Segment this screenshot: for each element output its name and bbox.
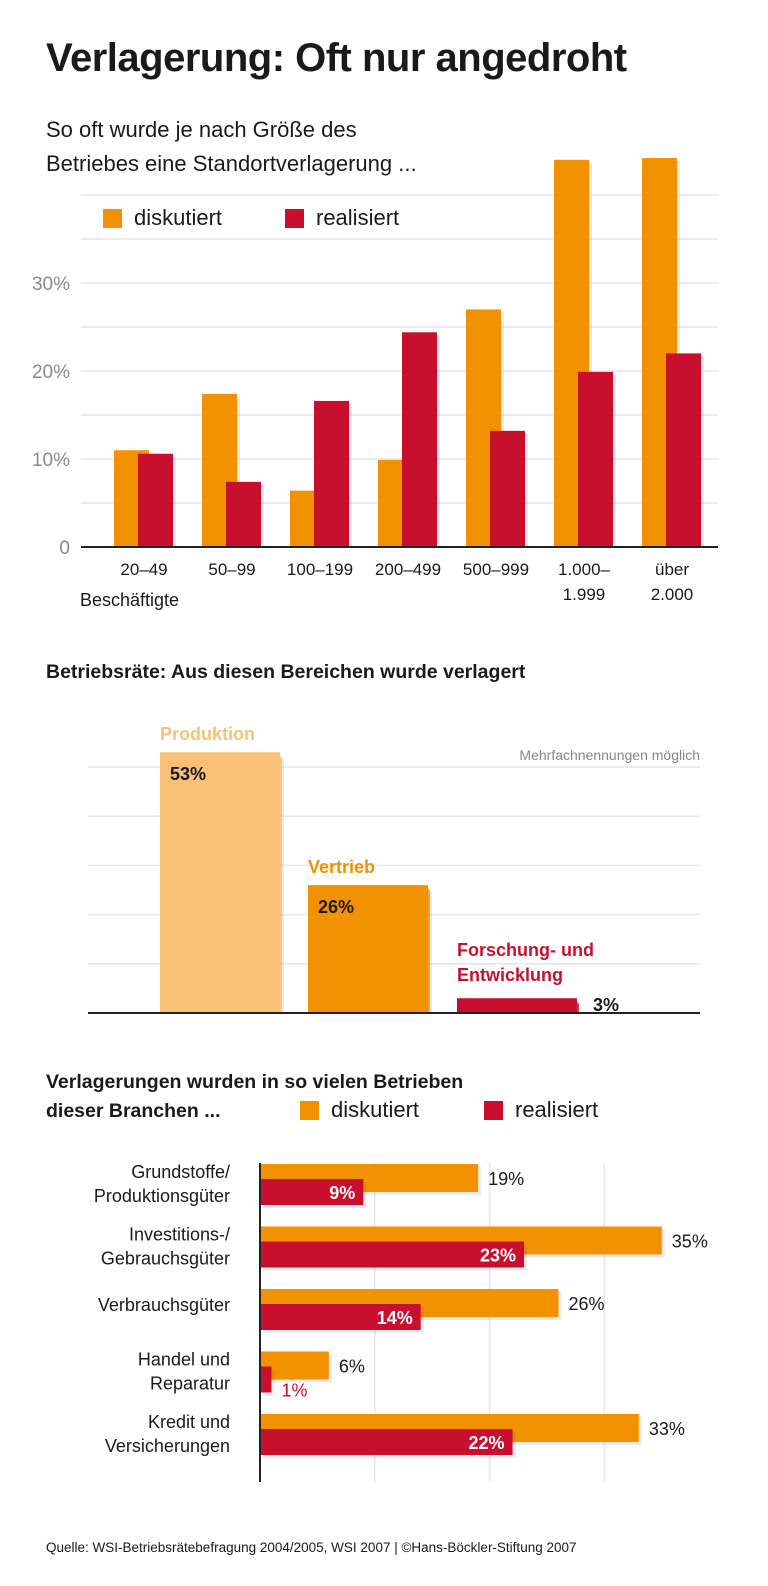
legend-swatch-diskutiert [103, 208, 122, 228]
y-tick-label: 10% [32, 450, 70, 471]
category-label: Handel und [138, 1350, 230, 1370]
bar-realisiert [138, 453, 173, 547]
category-label: Investitions-/ [129, 1225, 230, 1245]
bar [457, 998, 577, 1013]
x-tick-label: 50–99 [208, 560, 255, 579]
bar [308, 885, 428, 1013]
value-label-realisiert: 23% [480, 1246, 516, 1266]
chart-note: Mehrfachnennungen möglich [519, 747, 700, 763]
source-footer: Quelle: WSI-Betriebsrätebefragung 2004/2… [46, 1540, 577, 1555]
bar-realisiert [490, 430, 525, 547]
legend-label: diskutiert [331, 1097, 420, 1122]
legend-label: realisiert [515, 1097, 599, 1122]
x-axis-label: Beschäftigte [80, 590, 179, 610]
bar-realisiert [226, 481, 261, 547]
chart1-subtitle-line2: Betriebes eine Standortverlagerung ... [46, 151, 417, 176]
value-label-diskutiert: 6% [339, 1357, 365, 1377]
x-tick-label: 200–499 [375, 560, 441, 579]
bar [160, 752, 280, 1013]
bar-realisiert [314, 400, 349, 547]
value-label-diskutiert: 33% [649, 1419, 685, 1439]
chart1-subtitle-line1: So oft wurde je nach Größe des [46, 117, 357, 142]
legend-label: realisiert [316, 205, 400, 230]
legend-label: diskutiert [134, 205, 223, 230]
category-label: Produktion [160, 724, 255, 744]
bar-realisiert [578, 371, 613, 547]
category-label: Gebrauchsgüter [101, 1249, 230, 1269]
legend3-realisiert: realisiert [484, 1097, 598, 1123]
category-label: Kredit und [148, 1412, 230, 1432]
bar-realisiert [666, 353, 701, 547]
y-tick-label: 20% [32, 362, 70, 383]
y-tick-label: 30% [32, 274, 70, 295]
legend3-diskutiert: diskutiert [300, 1097, 419, 1123]
category-label: Grundstoffe/ [131, 1162, 230, 1182]
bar-realisiert [260, 1241, 525, 1268]
bar-realisiert [260, 1304, 421, 1330]
legend-realisiert: realisiert [285, 205, 399, 231]
x-tick-label: 100–199 [287, 560, 353, 579]
category-label: Versicherungen [105, 1436, 230, 1456]
x-tick-label: 500–999 [463, 560, 529, 579]
chart3-title-line2: dieser Branchen ... [46, 1100, 221, 1122]
category-label: Produktionsgüter [94, 1186, 230, 1206]
chart3-title-line1: Verlagerungen wurden in so vielen Betrie… [46, 1071, 464, 1093]
value-label-realisiert: 9% [329, 1183, 355, 1203]
legend-swatch-realisiert [285, 208, 304, 228]
x-tick-label: 20–49 [120, 560, 167, 579]
category-label: Verbrauchsgüter [98, 1295, 230, 1315]
x-tick-label: über [655, 560, 689, 579]
legend-swatch-diskutiert [300, 1100, 319, 1120]
y-tick-label: 0 [59, 538, 70, 559]
value-label-diskutiert: 19% [488, 1169, 524, 1189]
legend-swatch-realisiert [484, 1100, 503, 1120]
category-label: Forschung- und [457, 940, 594, 960]
bar-realisiert [260, 1366, 272, 1393]
bar-realisiert [260, 1179, 364, 1205]
value-label: 26% [318, 897, 354, 917]
x-tick-label: 1.000– [558, 560, 611, 579]
value-label-diskutiert: 35% [672, 1232, 708, 1252]
value-label-realisiert: 1% [281, 1381, 307, 1401]
value-label: 3% [593, 995, 619, 1015]
x-tick-label: 2.000 [651, 585, 694, 604]
value-label: 53% [170, 764, 206, 784]
bar-realisiert [402, 332, 437, 547]
value-label-realisiert: 22% [469, 1433, 505, 1453]
category-label: Entwicklung [457, 965, 563, 985]
value-label-diskutiert: 26% [568, 1294, 604, 1314]
bar-realisiert [260, 1429, 513, 1455]
page-title: Verlagerung: Oft nur angedroht [46, 36, 627, 80]
x-tick-label: 1.999 [563, 585, 606, 604]
value-label-realisiert: 14% [377, 1308, 413, 1328]
category-label: Vertrieb [308, 857, 375, 877]
chart2-title: Betriebsräte: Aus diesen Bereichen wurde… [46, 661, 526, 683]
legend-diskutiert: diskutiert [103, 205, 222, 231]
category-label: Reparatur [150, 1374, 230, 1394]
